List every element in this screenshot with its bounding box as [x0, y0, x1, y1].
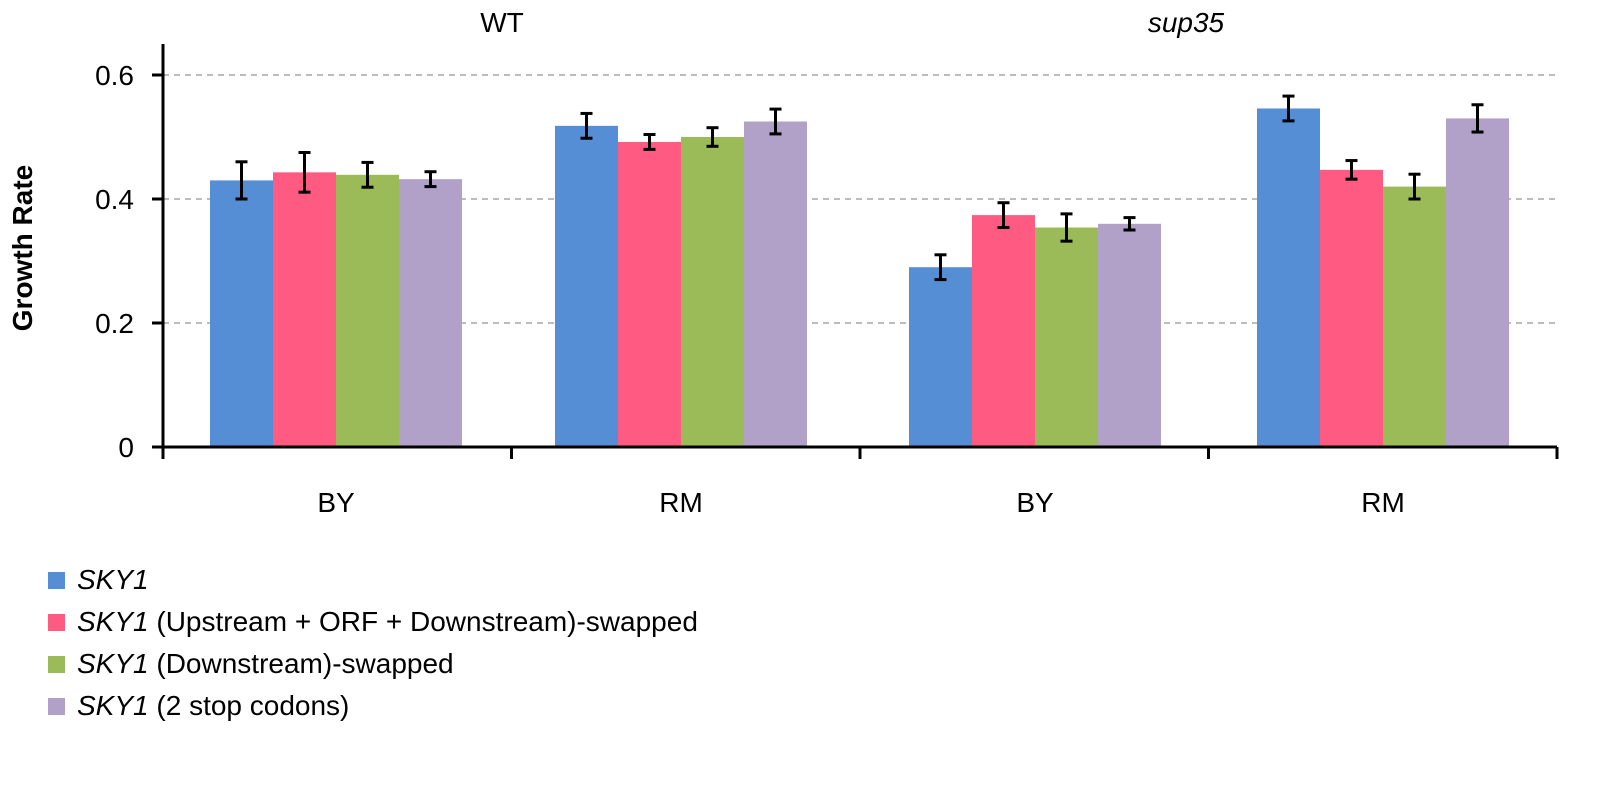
legend-swatch [48, 655, 65, 673]
bar [744, 121, 807, 447]
bar [1383, 186, 1446, 447]
y-tick-label: 0.6 [95, 60, 134, 91]
legend-label: SKY1 (Upstream + ORF + Downstream)-swapp… [77, 606, 698, 637]
x-tick-label: RM [659, 487, 703, 518]
legend-swatch [48, 697, 65, 715]
y-axis-label: Growth Rate [7, 165, 38, 331]
bar [1098, 223, 1161, 447]
legend-item-sky1: SKY1 [48, 560, 838, 600]
panel-title: sup35 [1148, 7, 1225, 38]
bar [618, 141, 681, 447]
bar [972, 215, 1035, 447]
bar-chart: BY RM WT BY RM sup35 0 0.2 0.4 0.6 Growth Rate [7, 7, 1559, 518]
legend-label: SKY1 [77, 564, 149, 595]
bar [1257, 108, 1320, 447]
y-tick-label: 0.4 [95, 184, 134, 215]
legend-label: SKY1 (Downstream)-swapped [77, 648, 454, 679]
x-tick-label: RM [1361, 487, 1405, 518]
bar [210, 180, 273, 447]
bar [399, 179, 462, 447]
bar [555, 125, 618, 447]
legend-item-stop-codons: SKY1 (2 stop codons) [48, 686, 838, 726]
y-tick-label: 0 [118, 432, 134, 463]
y-tick-label: 0.2 [95, 308, 134, 339]
chart-legend: SKY1 SKY1 (Upstream + ORF + Downstream)-… [48, 560, 838, 728]
legend-item-full-swap: SKY1 (Upstream + ORF + Downstream)-swapp… [48, 602, 838, 642]
bar [1035, 227, 1098, 447]
bar [681, 137, 744, 447]
bar [273, 172, 336, 447]
legend-item-downstream-swap: SKY1 (Downstream)-swapped [48, 644, 838, 684]
x-tick-label: BY [1016, 487, 1054, 518]
bar [1320, 169, 1383, 448]
bar [909, 267, 972, 447]
panel-title: WT [480, 7, 524, 38]
legend-swatch [48, 571, 65, 589]
legend-swatch [48, 613, 65, 631]
x-tick-label: BY [317, 487, 355, 518]
legend-label: SKY1 (2 stop codons) [77, 690, 350, 721]
bar [1446, 118, 1509, 448]
bar [336, 174, 399, 447]
